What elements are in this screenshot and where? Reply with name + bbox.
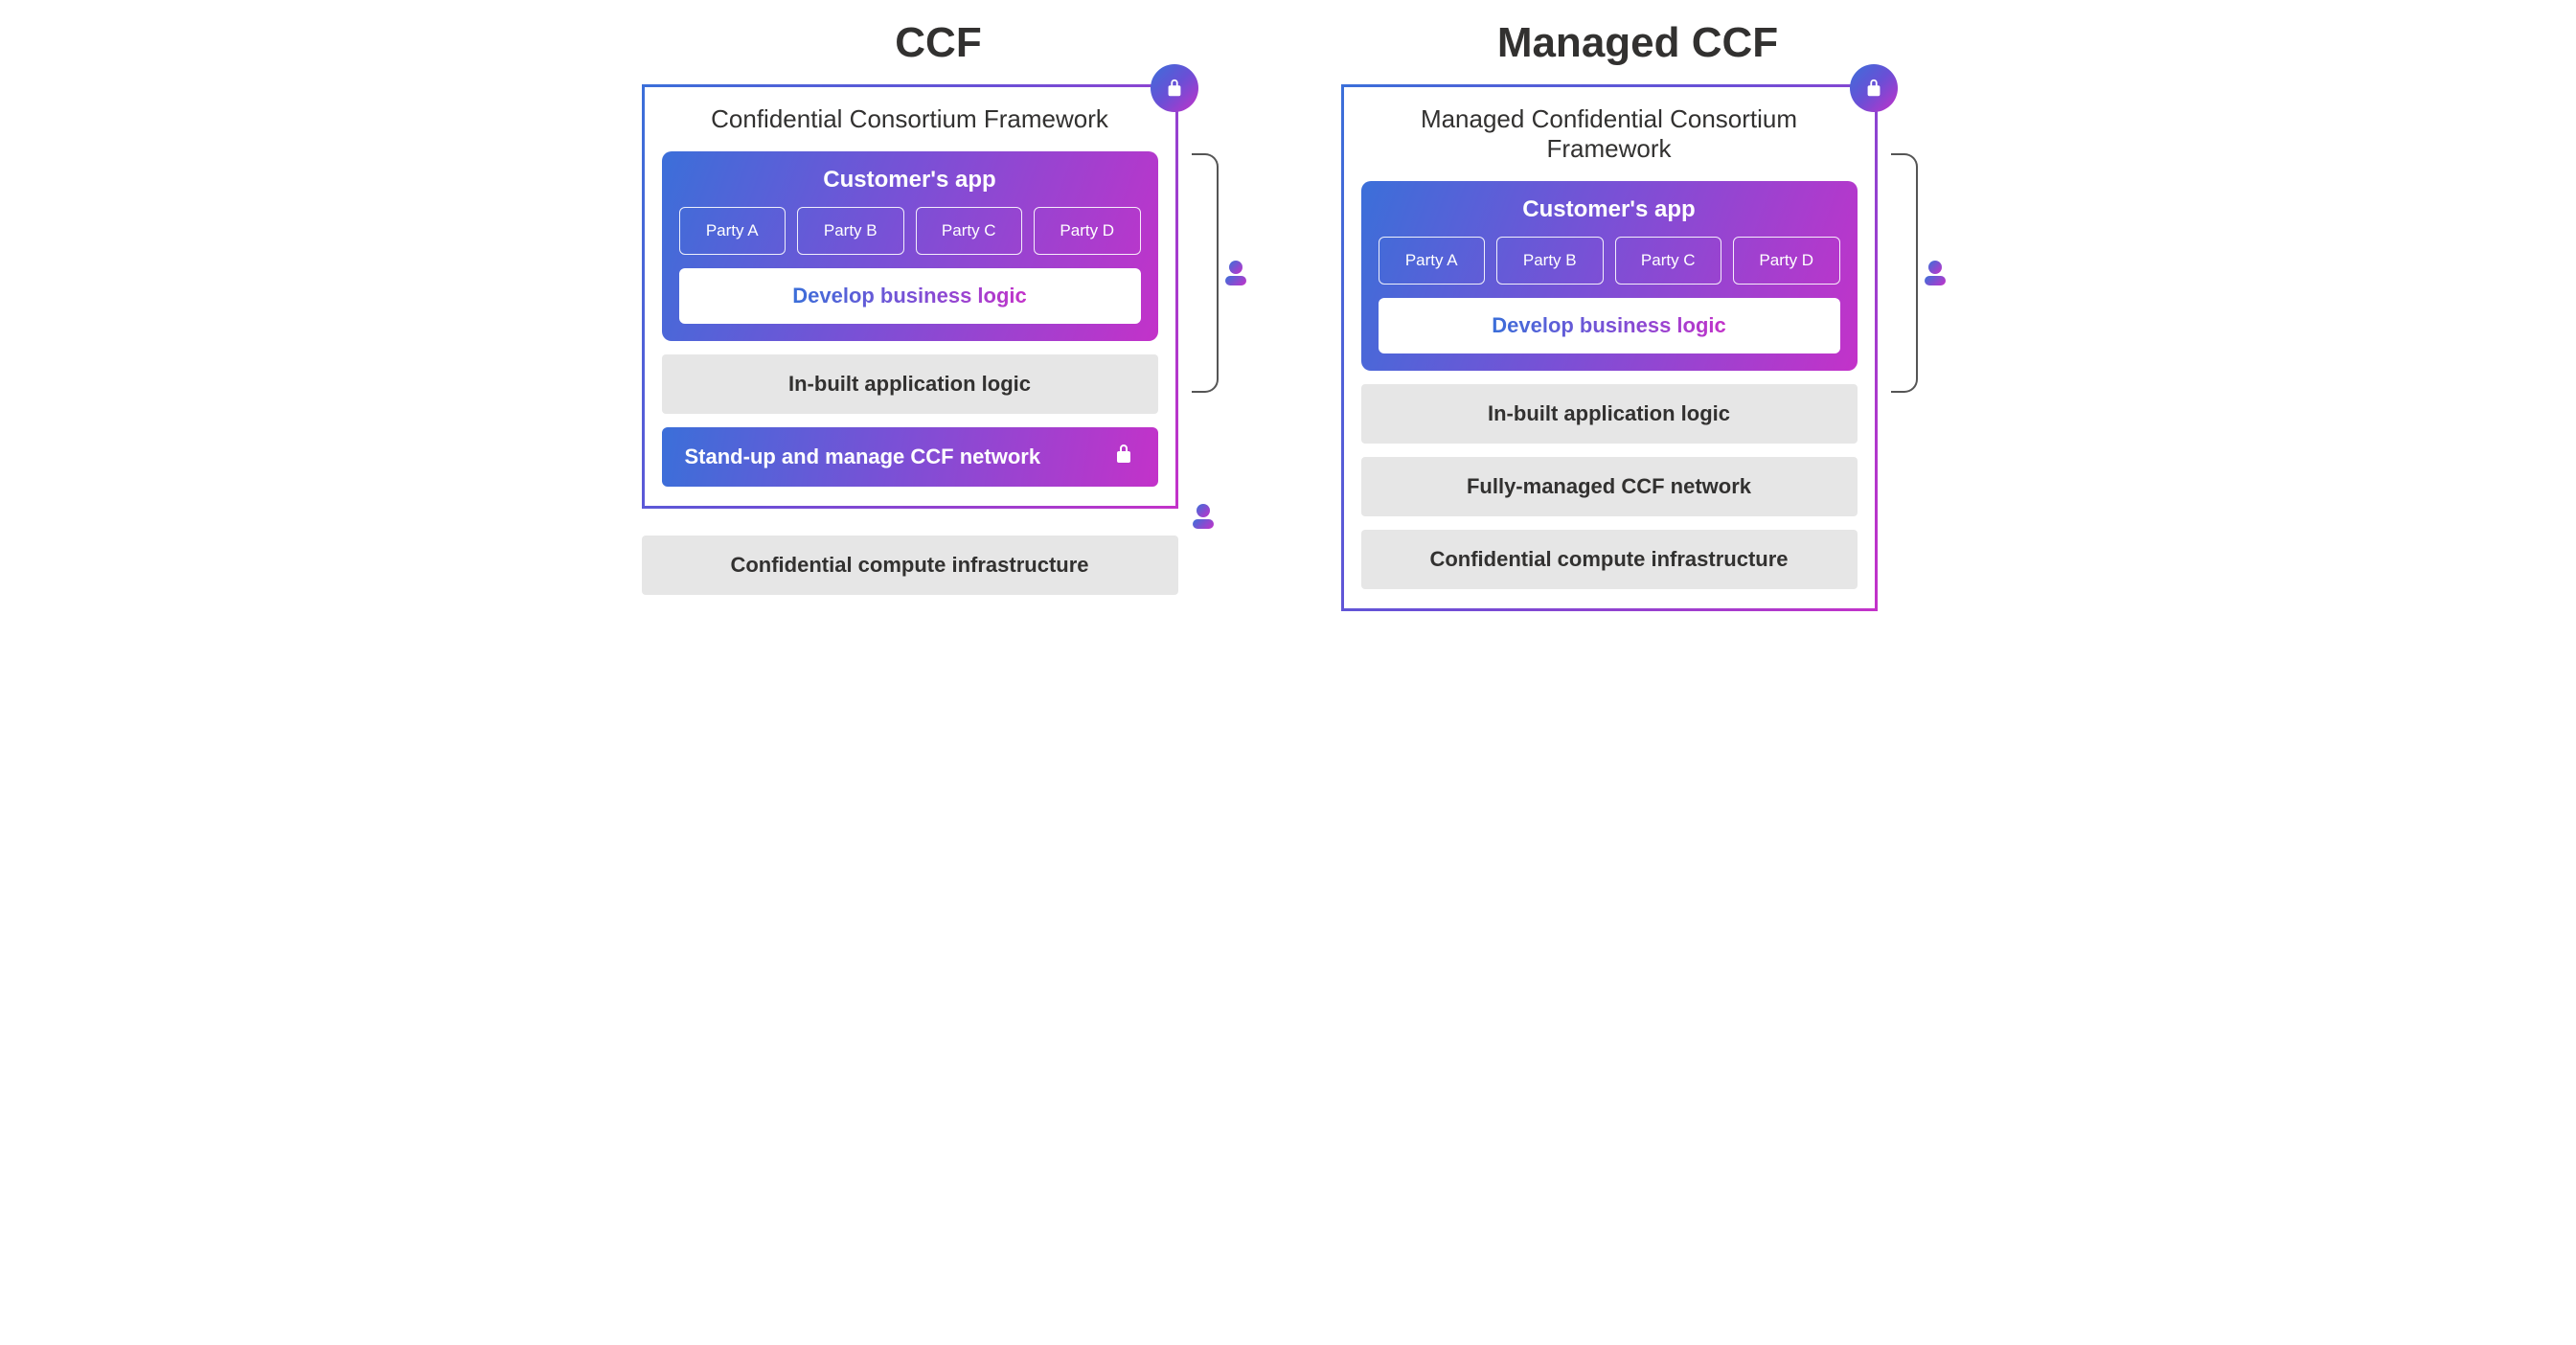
managed-ccf-column: Managed CCF Managed Confidential Consort… (1341, 19, 1935, 611)
party-box: Party A (679, 207, 786, 255)
ccf-inbuilt-box: In-built application logic (662, 354, 1158, 414)
managed-ccf-app-title: Customer's app (1379, 196, 1840, 223)
party-box: Party B (1496, 237, 1604, 285)
party-box: Party D (1034, 207, 1141, 255)
ccf-parties-row: Party A Party B Party C Party D (679, 207, 1141, 255)
managed-ccf-inbuilt-box: In-built application logic (1361, 384, 1858, 444)
lock-icon (1850, 64, 1898, 112)
managed-ccf-develop-logic-box: Develop business logic (1379, 298, 1840, 353)
managed-ccf-app-box: Customer's app Party A Party B Party C P… (1361, 181, 1858, 371)
ccf-network-label: Stand-up and manage CCF network (685, 445, 1041, 469)
managed-ccf-develop-logic-label: Develop business logic (1492, 313, 1726, 337)
ccf-framework-box: Confidential Consortium Framework Custom… (642, 84, 1178, 509)
party-box: Party D (1733, 237, 1840, 285)
ccf-stack-area: Confidential Consortium Framework Custom… (642, 84, 1236, 595)
bracket-icon (1192, 153, 1219, 393)
managed-ccf-stack-area: Managed Confidential Consortium Framewor… (1341, 84, 1935, 611)
ccf-infra-box: Confidential compute infrastructure (642, 536, 1178, 595)
managed-ccf-framework-box: Managed Confidential Consortium Framewor… (1341, 84, 1878, 611)
ccf-main-stack: Confidential Consortium Framework Custom… (642, 84, 1178, 595)
ccf-app-box: Customer's app Party A Party B Party C P… (662, 151, 1158, 341)
lock-icon (1112, 443, 1135, 471)
managed-ccf-framework-title: Managed Confidential Consortium Framewor… (1361, 104, 1858, 164)
ccf-network-box: Stand-up and manage CCF network (662, 427, 1158, 487)
lock-icon (1151, 64, 1198, 112)
managed-ccf-main-stack: Managed Confidential Consortium Framewor… (1341, 84, 1878, 611)
managed-ccf-infra-box: Confidential compute infrastructure (1361, 530, 1858, 589)
managed-ccf-parties-row: Party A Party B Party C Party D (1379, 237, 1840, 285)
user-icon (1190, 504, 1217, 531)
party-box: Party C (916, 207, 1023, 255)
ccf-app-title: Customer's app (679, 167, 1141, 194)
party-box: Party C (1615, 237, 1722, 285)
bracket-icon (1891, 153, 1918, 393)
user-icon (1222, 261, 1249, 287)
ccf-title: CCF (895, 19, 981, 67)
ccf-framework-title: Confidential Consortium Framework (662, 104, 1158, 134)
managed-ccf-title: Managed CCF (1497, 19, 1778, 67)
ccf-develop-logic-box: Develop business logic (679, 268, 1141, 324)
managed-ccf-network-box: Fully-managed CCF network (1361, 457, 1858, 516)
ccf-develop-logic-label: Develop business logic (792, 284, 1027, 308)
user-icon (1922, 261, 1949, 287)
ccf-column: CCF Confidential Consortium Framework Cu… (642, 19, 1236, 595)
diagram-root: CCF Confidential Consortium Framework Cu… (38, 19, 2538, 611)
party-box: Party B (797, 207, 904, 255)
party-box: Party A (1379, 237, 1486, 285)
